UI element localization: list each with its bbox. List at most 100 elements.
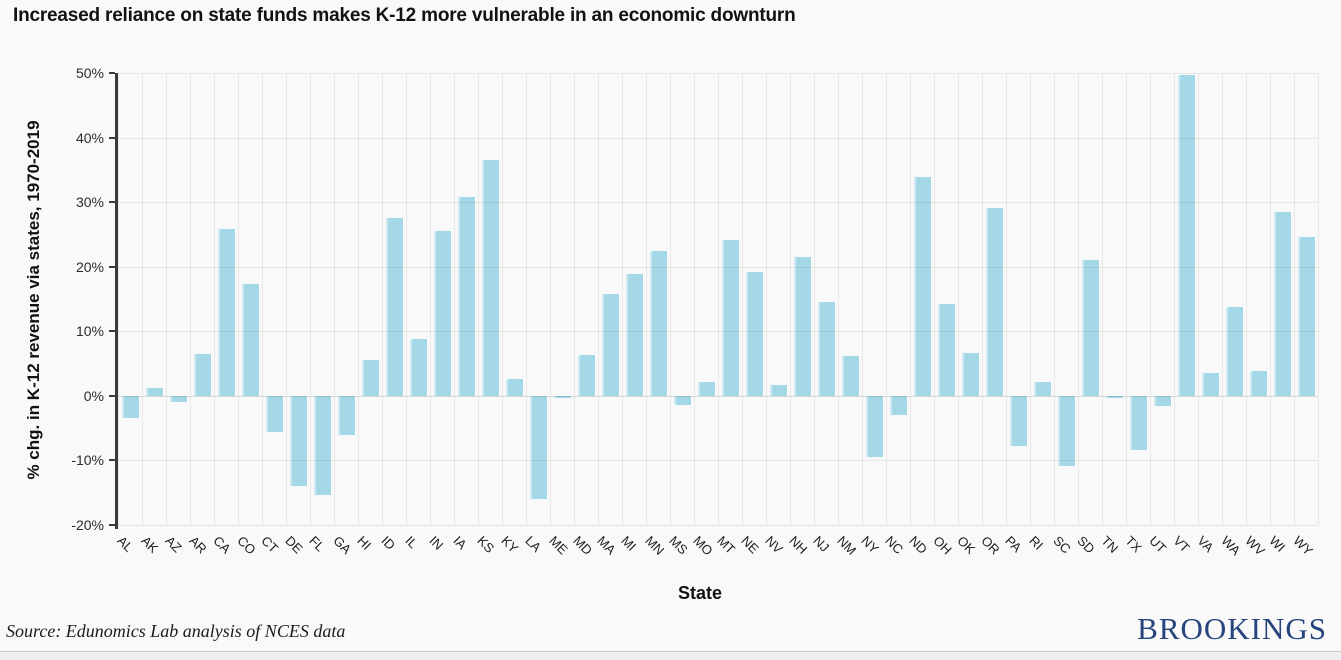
- bar-MA: [601, 293, 619, 396]
- gridline-vertical: [142, 73, 143, 525]
- gridline-vertical: [598, 73, 599, 525]
- x-tick-label-MA: MA: [594, 533, 619, 558]
- gridline-vertical: [502, 73, 503, 525]
- plot-area: -20% -10% 0% 10% 20% 30% 40% 50% AL AK AZ AR CA CO CT D…: [71, 65, 1319, 558]
- gridline-horizontal: [118, 525, 1318, 526]
- gridline-vertical: [622, 73, 623, 525]
- bar-CT: [265, 395, 283, 432]
- x-tick-label-NY: NY: [858, 533, 882, 557]
- x-tick-label-DE: DE: [282, 533, 306, 557]
- bar-ID: [385, 217, 403, 396]
- gridline-vertical: [454, 73, 455, 525]
- x-tick-label-CT: CT: [258, 533, 282, 556]
- x-tick-label-IL: IL: [402, 533, 421, 552]
- bar-OH: [937, 304, 955, 396]
- x-tick-label-MN: MN: [642, 533, 668, 558]
- gridline-vertical: [718, 73, 719, 525]
- source-note: Source: Edunomics Lab analysis of NCES d…: [6, 621, 346, 641]
- gridline-vertical: [1294, 73, 1295, 525]
- x-tick-label-MS: MS: [666, 533, 691, 558]
- bar-UT: [1153, 395, 1171, 407]
- bar-AR: [193, 353, 211, 396]
- bar-PA: [1009, 395, 1027, 447]
- gridline-vertical: [670, 73, 671, 525]
- gridline-horizontal: [118, 73, 1318, 74]
- bar-KS: [481, 159, 499, 396]
- gridline-vertical: [286, 73, 287, 525]
- bar-KY: [505, 379, 523, 396]
- gridline-vertical: [382, 73, 383, 525]
- gridline-vertical: [958, 73, 959, 525]
- bar-CA: [217, 228, 235, 396]
- gridline-vertical: [238, 73, 239, 525]
- y-axis-tick: [109, 136, 115, 139]
- x-tick-label-SC: SC: [1050, 533, 1074, 557]
- bar-TX: [1129, 395, 1147, 451]
- x-tick-label-CO: CO: [234, 533, 259, 558]
- x-tick-label-FL: FL: [306, 533, 328, 555]
- gridline-horizontal: [118, 395, 1318, 397]
- gridline-vertical: [934, 73, 935, 525]
- bar-IL: [409, 339, 427, 396]
- gridline-vertical: [1222, 73, 1223, 525]
- bar-VT: [1177, 74, 1195, 396]
- bar-ME: [553, 395, 571, 399]
- x-tick-label-NJ: NJ: [810, 533, 833, 555]
- y-tick-label: 10%: [75, 323, 104, 340]
- gridline-vertical: [574, 73, 575, 525]
- gridline-vertical: [1126, 73, 1127, 525]
- bar-WV: [1249, 371, 1267, 396]
- gridline-vertical: [910, 73, 911, 525]
- brookings-logo: BROOKINGS: [1137, 611, 1327, 646]
- x-tick-label-AR: AR: [186, 533, 210, 557]
- gridline-vertical: [1198, 73, 1199, 525]
- x-tick-label-ME: ME: [546, 533, 571, 558]
- gridline-vertical: [790, 73, 791, 525]
- bar-OK: [961, 353, 979, 396]
- x-tick-label-SD: SD: [1074, 533, 1098, 557]
- x-tick-label-OH: OH: [930, 533, 955, 558]
- gridline-vertical: [694, 73, 695, 525]
- gridline-vertical: [814, 73, 815, 525]
- x-tick-label-WY: WY: [1290, 533, 1316, 559]
- gridline-vertical: [526, 73, 527, 525]
- bar-CO: [241, 284, 259, 396]
- gridline-horizontal: [118, 266, 1318, 268]
- y-axis-tick: [109, 524, 115, 526]
- bar-NJ: [817, 302, 835, 396]
- gridline-vertical: [478, 73, 479, 525]
- y-axis-tick: [109, 265, 115, 268]
- x-tick-label-MT: MT: [714, 533, 739, 557]
- x-tick-label-OR: OR: [978, 533, 1003, 558]
- gridline-vertical: [1174, 73, 1175, 525]
- bar-DE: [289, 395, 307, 487]
- bar-NC: [889, 395, 907, 415]
- gridline-vertical: [1054, 73, 1055, 525]
- x-tick-label-ID: ID: [378, 533, 399, 553]
- y-tick-label: 30%: [75, 194, 104, 211]
- x-axis-title: State: [677, 583, 723, 603]
- gridline-vertical: [406, 73, 407, 525]
- gridline-vertical: [742, 73, 743, 525]
- gridline-vertical: [118, 73, 119, 525]
- gridline-vertical: [982, 73, 983, 525]
- y-tick-label: -10%: [71, 452, 104, 469]
- bar-ND: [913, 176, 931, 396]
- bar-AK: [145, 388, 163, 396]
- x-tick-label-WI: WI: [1266, 533, 1289, 555]
- gridline-vertical: [358, 73, 359, 525]
- gridline-vertical: [310, 73, 311, 525]
- x-tick-label-NE: NE: [738, 533, 762, 557]
- y-tick-label: -20%: [71, 517, 104, 533]
- bar-LA: [529, 395, 547, 499]
- y-axis-tick: [109, 201, 115, 204]
- x-tick-label-AK: AK: [138, 533, 162, 556]
- bar-OR: [985, 207, 1003, 396]
- gridline-horizontal: [118, 331, 1318, 333]
- gridline-vertical: [1006, 73, 1007, 525]
- bar-TN: [1105, 395, 1123, 398]
- gridline-vertical: [262, 73, 263, 525]
- gridline-vertical: [838, 73, 839, 525]
- x-tick-label-NC: NC: [882, 533, 907, 557]
- bar-MT: [721, 239, 739, 396]
